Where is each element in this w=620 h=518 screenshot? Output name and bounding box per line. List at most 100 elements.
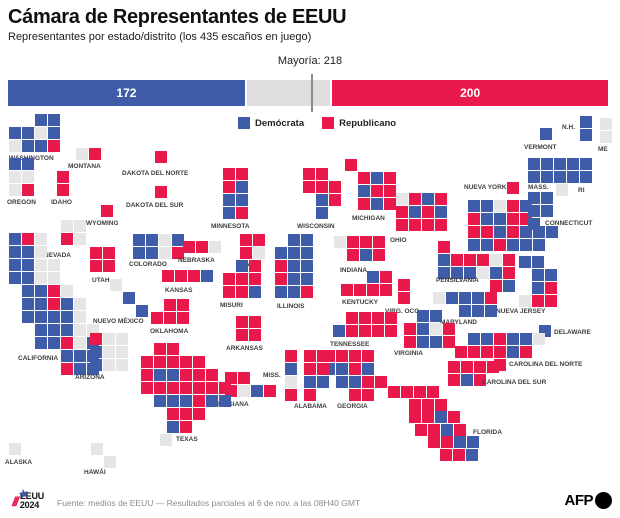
district-square [253, 247, 265, 259]
district-square [546, 226, 558, 238]
district-square [580, 158, 592, 170]
district-square [507, 213, 519, 225]
district-square [422, 193, 434, 205]
district-square [528, 158, 540, 170]
state-label: IDAHO [51, 199, 72, 206]
legend-item-rep: Republicano [322, 117, 396, 129]
state-label: ALABAMA [294, 403, 327, 410]
district-square [285, 376, 297, 388]
district-square [409, 219, 421, 231]
district-square [206, 382, 218, 394]
state-label: ME [598, 146, 608, 153]
district-square [373, 236, 385, 248]
district-square [317, 363, 329, 375]
state-label: MISURI [220, 302, 243, 309]
district-square [398, 292, 410, 304]
district-square [438, 267, 450, 279]
state-label: MISS. [263, 372, 281, 379]
district-square [223, 181, 235, 193]
district-square [74, 311, 86, 323]
district-square [358, 198, 370, 210]
district-square [430, 336, 442, 348]
district-square [240, 247, 252, 259]
district-square [336, 363, 348, 375]
district-square [22, 272, 34, 284]
district-square [167, 395, 179, 407]
district-square [48, 311, 60, 323]
state-label: NEBRASKA [178, 257, 215, 264]
district-square [304, 363, 316, 375]
district-square [133, 234, 145, 246]
district-square [507, 182, 519, 194]
rep-bar-segment: 200 [332, 80, 608, 106]
rep-seat-count: 200 [460, 86, 481, 100]
district-square [532, 282, 544, 294]
district-square [401, 386, 413, 398]
district-square [167, 356, 179, 368]
district-square [346, 325, 358, 337]
district-square [481, 239, 493, 251]
undecided-bar-segment [246, 80, 331, 106]
district-square [61, 311, 73, 323]
district-square [104, 456, 116, 468]
district-square [528, 192, 540, 204]
district-square [155, 186, 167, 198]
district-square [329, 194, 341, 206]
district-square [9, 443, 21, 455]
district-square [409, 193, 421, 205]
district-square [236, 316, 248, 328]
district-square [172, 234, 184, 246]
district-square [90, 260, 102, 272]
flag-stripes-icon: /// [12, 493, 19, 509]
district-square [541, 158, 553, 170]
district-square [22, 127, 34, 139]
district-square [341, 284, 353, 296]
district-square [455, 346, 467, 358]
district-square [507, 239, 519, 251]
district-square [285, 363, 297, 375]
district-square [249, 273, 261, 285]
district-square [349, 363, 361, 375]
district-square [249, 286, 261, 298]
district-square [507, 333, 519, 345]
district-square [275, 247, 287, 259]
state-label: UTAH [92, 277, 110, 284]
district-square [554, 171, 566, 183]
state-label: NUEVA YORK [464, 184, 507, 191]
state-label: TENNESSEE [330, 341, 370, 348]
district-square [507, 200, 519, 212]
district-square [358, 172, 370, 184]
district-square [193, 382, 205, 394]
district-square [219, 395, 231, 407]
district-square [22, 285, 34, 297]
district-square [301, 260, 313, 272]
district-square [301, 247, 313, 259]
star-icon: ★ [16, 484, 31, 503]
district-square [528, 218, 540, 230]
district-square [61, 220, 73, 232]
district-square [532, 256, 544, 268]
district-square [545, 295, 557, 307]
district-square [61, 233, 73, 245]
state-label: ARKANSAS [226, 345, 263, 352]
district-square [519, 295, 531, 307]
district-square [485, 305, 497, 317]
district-square [22, 311, 34, 323]
state-label: OKLAHOMA [150, 328, 189, 335]
district-square [362, 350, 374, 362]
district-square [238, 385, 250, 397]
district-square [441, 436, 453, 448]
state-label: DELAWARE [554, 329, 591, 336]
seat-bar: 172 200 [8, 80, 612, 106]
district-square [494, 213, 506, 225]
state-label: RI [578, 187, 585, 194]
district-square [474, 361, 486, 373]
district-square [180, 369, 192, 381]
district-square [35, 272, 47, 284]
district-square [167, 408, 179, 420]
state-label: MINNESOTA [211, 223, 250, 230]
district-square [384, 198, 396, 210]
state-label: KENTUCKY [342, 299, 379, 306]
afp-text: AFP [564, 492, 594, 509]
